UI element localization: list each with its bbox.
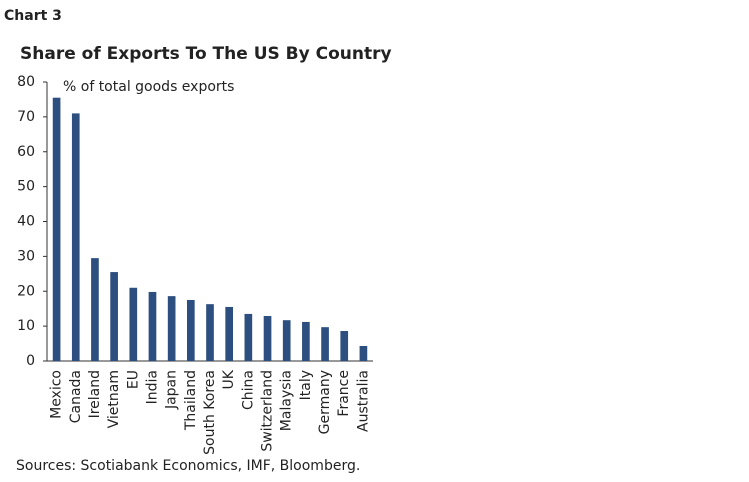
x-tick-label: Canada	[68, 370, 84, 423]
chart-title: Share of Exports To The US By Country	[20, 44, 392, 64]
x-tick-label: India	[144, 370, 160, 404]
y-axis-label: % of total goods exports	[63, 79, 234, 95]
y-tick-label: 80	[17, 74, 35, 90]
y-tick-label: 60	[17, 144, 35, 160]
bar	[359, 346, 368, 361]
bar	[91, 258, 99, 361]
bar	[148, 291, 157, 361]
y-tick-label: 20	[17, 283, 35, 299]
bar	[71, 113, 80, 361]
bar	[225, 306, 234, 361]
bar	[282, 320, 291, 361]
bar	[321, 327, 329, 361]
x-tick-label: Malaysia	[279, 370, 295, 431]
y-tick-label: 10	[17, 318, 35, 334]
y-tick-label: 0	[26, 353, 35, 369]
bar	[302, 321, 310, 361]
x-tick-label: Switzerland	[260, 370, 276, 452]
bar	[52, 97, 61, 361]
x-tick-label: Italy	[298, 370, 314, 400]
x-tick-label: South Korea	[202, 370, 218, 455]
bar	[244, 313, 253, 361]
x-tick-label: Australia	[355, 370, 371, 432]
x-tick-label: Mexico	[49, 370, 65, 419]
bar	[206, 304, 214, 361]
y-tick-label: 50	[17, 179, 35, 195]
x-tick-label: Thailand	[183, 370, 199, 431]
x-tick-label: Japan	[164, 370, 180, 410]
x-tick-label: Ireland	[87, 370, 103, 418]
x-tick-label: UK	[221, 369, 237, 389]
y-tick-label: 30	[17, 248, 35, 264]
bar	[263, 316, 272, 361]
y-tick-label: 70	[17, 109, 35, 125]
bar	[167, 296, 176, 361]
x-tick-label: Vietnam	[106, 370, 122, 428]
source-note: Sources: Scotiabank Economics, IMF, Bloo…	[16, 458, 360, 474]
x-tick-label: France	[336, 370, 352, 417]
y-tick-label: 40	[17, 214, 35, 230]
bar	[340, 331, 349, 361]
x-tick-label: China	[240, 370, 256, 410]
chart-label: Chart 3	[4, 8, 62, 24]
x-tick-label: EU	[125, 370, 141, 389]
bar	[129, 287, 138, 361]
bar	[186, 299, 195, 361]
x-tick-label: Germany	[317, 370, 333, 434]
bar	[110, 272, 118, 361]
